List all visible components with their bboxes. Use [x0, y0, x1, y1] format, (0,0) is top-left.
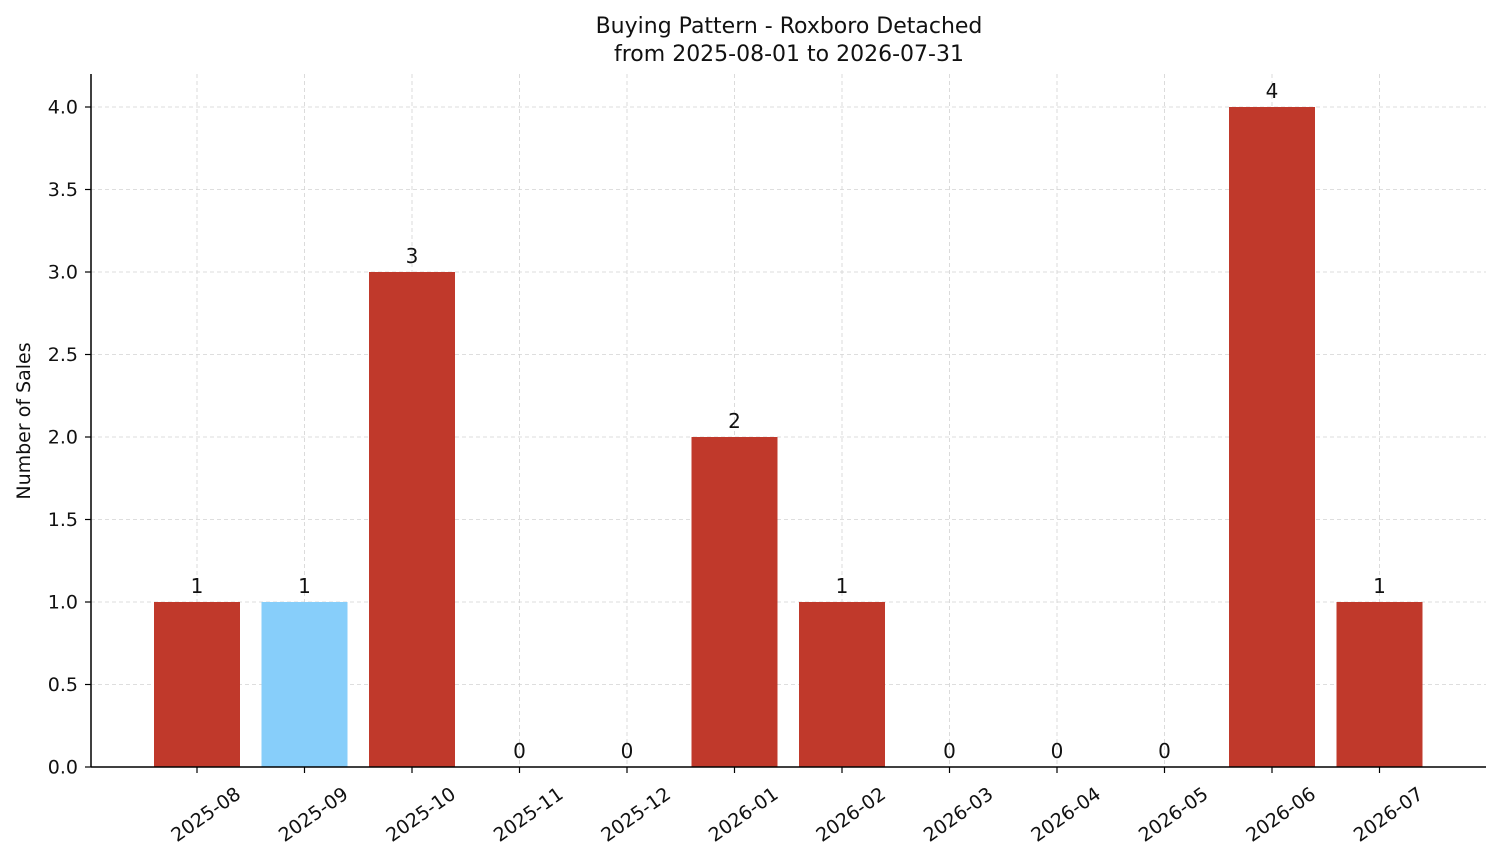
y-tick-label: 1.5 [48, 509, 78, 531]
y-axis-label: Number of Sales [13, 342, 35, 499]
x-tick-label-2025-11: 2025-11 [490, 783, 568, 847]
data-label-2026-07: 1 [1373, 574, 1386, 598]
bar-2025-09 [261, 602, 348, 767]
x-tick-label-2026-03: 2026-03 [920, 783, 998, 847]
data-label-2026-03: 0 [943, 739, 956, 763]
bar-2026-07 [1336, 602, 1423, 767]
bars [154, 107, 1423, 767]
x-tick-label-2026-01: 2026-01 [705, 783, 783, 847]
x-axis-ticks: 2025-08 2025-09 2025-10 2025-11 2025-12 2026-… [167, 767, 1427, 847]
x-tick-label-2026-05: 2026-05 [1135, 783, 1213, 847]
x-tick-label-2026-02: 2026-02 [812, 783, 890, 847]
data-label-2026-01: 2 [728, 409, 741, 433]
data-label-2026-06: 4 [1266, 79, 1279, 103]
x-tick-label-2025-08: 2025-08 [167, 783, 245, 847]
x-tick-label-2026-06: 2026-06 [1242, 783, 1320, 847]
bar-2025-10 [369, 272, 455, 767]
y-axis-ticks: 0.0 0.5 1.0 1.5 2.0 2.5 3.0 3.5 4.0 [48, 97, 91, 779]
y-tick-label: 2.5 [48, 344, 78, 366]
x-tick-label-2025-09: 2025-09 [275, 783, 353, 847]
bar-2026-01 [691, 437, 778, 767]
bar-2026-02 [799, 602, 885, 767]
x-tick-label-2026-07: 2026-07 [1350, 783, 1428, 847]
data-label-2025-12: 0 [621, 739, 634, 763]
y-tick-label: 0.0 [48, 757, 78, 779]
data-labels: 1 1 3 0 0 2 1 0 0 0 4 1 [191, 79, 1386, 763]
bar-2026-06 [1229, 107, 1315, 767]
x-tick-label-2025-12: 2025-12 [597, 783, 675, 847]
chart-title: Buying Pattern - Roxboro Detached [596, 14, 983, 39]
chart-subtitle: from 2025-08-01 to 2026-07-31 [614, 42, 964, 67]
y-tick-label: 2.0 [48, 427, 78, 449]
data-label-2025-10: 3 [406, 244, 419, 268]
data-label-2026-02: 1 [836, 574, 849, 598]
data-label-2026-04: 0 [1051, 739, 1064, 763]
y-tick-label: 1.0 [48, 592, 78, 614]
y-tick-label: 3.0 [48, 262, 78, 284]
data-label-2025-08: 1 [191, 574, 204, 598]
bar-2025-08 [154, 602, 240, 767]
data-label-2025-09: 1 [298, 574, 311, 598]
x-tick-label-2025-10: 2025-10 [382, 783, 460, 847]
y-tick-label: 3.5 [48, 179, 78, 201]
y-tick-label: 0.5 [48, 674, 78, 696]
y-tick-label: 4.0 [48, 97, 78, 119]
data-label-2025-11: 0 [513, 739, 526, 763]
x-tick-label-2026-04: 2026-04 [1027, 783, 1105, 847]
data-label-2026-05: 0 [1158, 739, 1171, 763]
